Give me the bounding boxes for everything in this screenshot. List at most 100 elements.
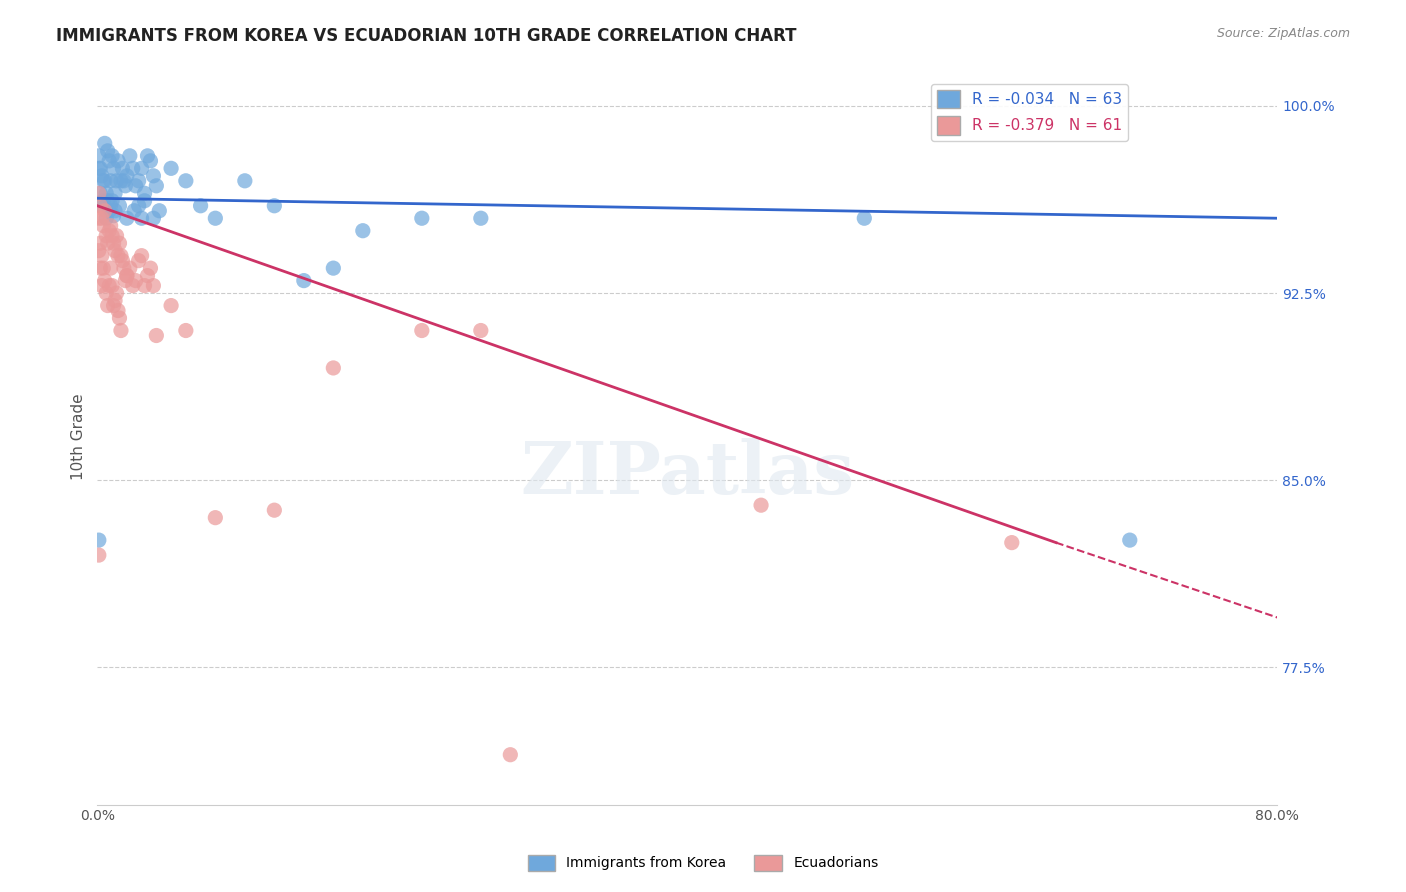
Point	[90, 278, 112, 293]
Point	[128, 253, 150, 268]
Point	[114, 274, 136, 288]
Point	[105, 286, 128, 301]
Point	[204, 211, 226, 226]
Point	[90, 169, 112, 183]
Point	[1119, 533, 1142, 548]
Point	[103, 209, 125, 223]
Point	[136, 149, 159, 163]
Point	[292, 274, 315, 288]
Point	[96, 286, 118, 301]
Point	[107, 303, 129, 318]
Point	[125, 178, 148, 193]
Point	[131, 249, 153, 263]
Point	[121, 161, 143, 176]
Point	[101, 228, 124, 243]
Point	[97, 299, 120, 313]
Point	[145, 178, 167, 193]
Point	[93, 274, 115, 288]
Point	[104, 186, 127, 201]
Point	[101, 194, 124, 208]
Point	[114, 178, 136, 193]
Point	[87, 149, 110, 163]
Point	[100, 261, 122, 276]
Point	[139, 261, 162, 276]
Point	[134, 278, 156, 293]
Point	[108, 236, 131, 251]
Point	[89, 236, 111, 251]
Point	[145, 328, 167, 343]
Point	[105, 174, 128, 188]
Point	[110, 249, 132, 263]
Point	[111, 161, 134, 176]
Point	[91, 174, 114, 188]
Point	[470, 211, 492, 226]
Point	[87, 533, 110, 548]
Point	[136, 268, 159, 283]
Point	[90, 199, 112, 213]
Point	[93, 174, 115, 188]
Point	[110, 174, 132, 188]
Point	[90, 249, 112, 263]
Point	[89, 199, 111, 213]
Point	[87, 186, 110, 201]
Point	[118, 261, 141, 276]
Point	[90, 211, 112, 226]
Point	[108, 311, 131, 326]
Point	[148, 203, 170, 218]
Point	[142, 169, 165, 183]
Point	[104, 203, 127, 218]
Point	[100, 219, 122, 233]
Point	[204, 510, 226, 524]
Point	[853, 211, 876, 226]
Point	[160, 299, 183, 313]
Point	[98, 278, 121, 293]
Point	[97, 236, 120, 251]
Point	[411, 324, 433, 338]
Point	[104, 293, 127, 308]
Point	[134, 194, 156, 208]
Point	[352, 224, 374, 238]
Point	[100, 174, 122, 188]
Point	[411, 211, 433, 226]
Point	[103, 236, 125, 251]
Point	[93, 136, 115, 151]
Point	[112, 174, 135, 188]
Point	[1001, 535, 1024, 549]
Point	[128, 199, 150, 213]
Y-axis label: 10th Grade: 10th Grade	[72, 393, 86, 480]
Point	[142, 278, 165, 293]
Point	[105, 228, 128, 243]
Point	[98, 224, 121, 238]
Point	[121, 278, 143, 293]
Point	[115, 268, 138, 283]
Point	[91, 261, 114, 276]
Point	[91, 194, 114, 208]
Point	[122, 203, 145, 218]
Point	[118, 149, 141, 163]
Point	[174, 174, 197, 188]
Point	[263, 503, 285, 517]
Point	[96, 211, 118, 226]
Point	[142, 211, 165, 226]
Point	[89, 161, 111, 176]
Point	[263, 199, 285, 213]
Point	[98, 203, 121, 218]
Point	[96, 186, 118, 201]
Point	[322, 361, 344, 376]
Legend: Immigrants from Korea, Ecuadorians: Immigrants from Korea, Ecuadorians	[522, 849, 884, 876]
Point	[499, 747, 522, 762]
Text: IMMIGRANTS FROM KOREA VS ECUADORIAN 10TH GRADE CORRELATION CHART: IMMIGRANTS FROM KOREA VS ECUADORIAN 10TH…	[56, 27, 797, 45]
Point	[93, 203, 115, 218]
Point	[101, 149, 124, 163]
Point	[160, 161, 183, 176]
Point	[749, 498, 772, 512]
Point	[174, 324, 197, 338]
Point	[108, 199, 131, 213]
Point	[111, 253, 134, 268]
Point	[139, 153, 162, 168]
Legend: R = -0.034   N = 63, R = -0.379   N = 61: R = -0.034 N = 63, R = -0.379 N = 61	[931, 84, 1128, 141]
Point	[89, 186, 111, 201]
Point	[87, 211, 110, 226]
Point	[103, 161, 125, 176]
Point	[134, 186, 156, 201]
